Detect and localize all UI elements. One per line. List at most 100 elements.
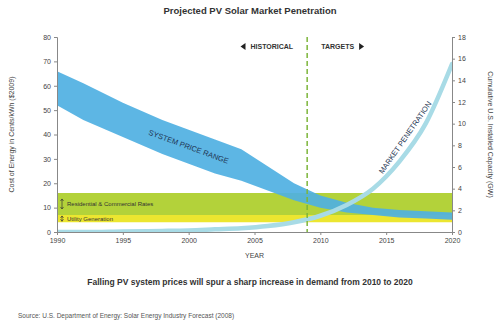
tick: 6 — [452, 164, 462, 171]
tick: 2015 — [379, 232, 395, 244]
band-bracket — [61, 199, 64, 209]
bracket-arrow — [61, 207, 64, 209]
series-line — [57, 64, 452, 232]
bracket-line — [62, 199, 63, 209]
tick: 10 — [452, 120, 466, 127]
tick-mark — [54, 159, 57, 160]
tick: 0 — [47, 229, 57, 236]
tick-label: 60 — [43, 82, 51, 89]
tick-mark — [452, 232, 455, 233]
labels: Residential & Commercial Rates Utility Ge… — [61, 100, 434, 222]
tick-mark — [54, 183, 57, 184]
tick: 0 — [452, 229, 462, 236]
tick-label: 0 — [458, 229, 462, 236]
tick-label: 2000 — [181, 237, 197, 244]
tick-mark — [54, 110, 57, 111]
axis-line — [58, 233, 453, 236]
x-axis-title: YEAR — [245, 252, 264, 259]
tick: 1995 — [116, 232, 132, 244]
tick-mark — [54, 135, 57, 136]
tick: 70 — [43, 58, 57, 65]
tick-label: 80 — [43, 34, 51, 41]
x-axis: 1990 1995 2000 2005 2010 2015 2020 — [50, 232, 461, 244]
band-label: Residential & Commercial Rates — [67, 201, 153, 207]
band-label: Utility Generation — [67, 216, 113, 222]
y2-axis-title: Cumulative U.S. Installed Capacity (GW) — [486, 71, 494, 197]
tick-label: 2005 — [247, 237, 263, 244]
tick-mark — [123, 232, 124, 235]
tick-mark — [452, 145, 455, 146]
tick: 2010 — [313, 232, 329, 244]
tick-mark — [452, 124, 455, 125]
tick-label: 2015 — [379, 237, 395, 244]
tick-mark — [54, 61, 57, 62]
chart: Residential & Commercial Rates Utility Ge… — [0, 0, 500, 329]
tick-label: 40 — [43, 131, 51, 138]
bracket-arrow — [61, 216, 64, 218]
tick-mark — [452, 210, 455, 211]
tick-label: 10 — [458, 120, 466, 127]
arrow-left — [241, 43, 246, 50]
tick: 12 — [452, 99, 466, 106]
tick-mark — [452, 167, 455, 168]
axis-line — [54, 38, 58, 233]
range-band — [57, 71, 452, 220]
tick: 2 — [452, 207, 462, 214]
bracket-arrow — [61, 199, 64, 201]
tick: 4 — [452, 185, 462, 192]
tick-label: 18 — [458, 34, 466, 41]
tick: 30 — [43, 156, 57, 163]
divider-label: HISTORICAL — [251, 43, 294, 50]
tick-label: 2 — [458, 207, 462, 214]
series-label: SYSTEM PRICE RANGE — [147, 128, 229, 166]
tick-mark — [452, 102, 455, 103]
series-label: MARKET PENETRATION — [377, 100, 433, 176]
tick-mark — [255, 232, 256, 235]
tick: 18 — [452, 34, 466, 41]
tick-mark — [452, 37, 455, 38]
plot-area — [57, 64, 452, 232]
tick-mark — [54, 37, 57, 38]
tick-mark — [189, 232, 190, 235]
tick-label: 2010 — [313, 237, 329, 244]
tick: 60 — [43, 82, 57, 89]
tick-label: 2020 — [445, 237, 461, 244]
tick-label: 4 — [458, 185, 462, 192]
band-bracket — [61, 216, 64, 221]
tick: 8 — [452, 142, 462, 149]
tick-label: 0 — [47, 229, 51, 236]
tick-mark — [54, 232, 57, 233]
divider-line — [306, 37, 308, 232]
tick-mark — [452, 189, 455, 190]
subtitle: Falling PV system prices will spur a sha… — [87, 277, 413, 287]
tick-label: 6 — [458, 164, 462, 171]
y-axis: 0 10 20 30 40 50 60 70 80 — [43, 34, 57, 236]
tick-label: 14 — [458, 77, 466, 84]
arrow-right — [359, 43, 364, 50]
tick: 40 — [43, 131, 57, 138]
tick-mark — [54, 86, 57, 87]
tick-mark — [452, 80, 455, 81]
y2-axis: 0 2 4 6 8 10 12 14 16 18 — [452, 34, 466, 236]
tick-label: 30 — [43, 156, 51, 163]
tick: 20 — [43, 180, 57, 187]
tick-label: 20 — [43, 180, 51, 187]
tick-label: 16 — [458, 55, 466, 62]
tick: 16 — [452, 55, 466, 62]
axis-line — [453, 38, 456, 233]
tick-mark — [54, 208, 57, 209]
tick-label: 1990 — [50, 237, 66, 244]
tick: 2000 — [181, 232, 197, 244]
tick-label: 50 — [43, 107, 51, 114]
tick: 1990 — [50, 232, 66, 244]
tick-mark — [386, 232, 387, 235]
title: Projected PV Solar Market Penetration — [163, 5, 336, 16]
bracket-arrow — [61, 219, 64, 221]
divider-label: TARGETS — [321, 43, 354, 50]
bracket-line — [62, 216, 63, 221]
tick: 10 — [43, 204, 57, 211]
tick-mark — [452, 59, 455, 60]
tick: 80 — [43, 34, 57, 41]
tick: 14 — [452, 77, 466, 84]
tick: 2005 — [247, 232, 263, 244]
